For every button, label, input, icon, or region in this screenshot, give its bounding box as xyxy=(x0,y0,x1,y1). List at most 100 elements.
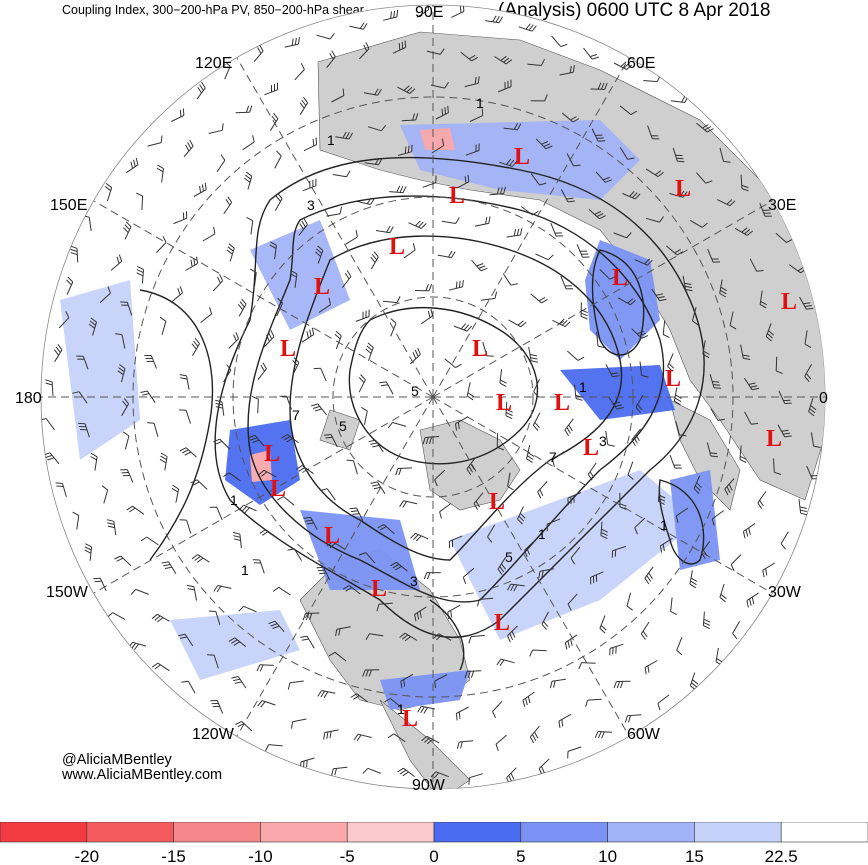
low-marker: L xyxy=(675,176,691,202)
shear-barb-flag xyxy=(373,486,381,490)
shear-barb-flag xyxy=(258,469,265,476)
shear-barb-flag xyxy=(467,392,474,398)
shear-barb-shaft xyxy=(187,680,196,694)
shear-barb-flag xyxy=(676,649,683,656)
shear-barb-flag xyxy=(520,228,523,236)
shear-barb-flag xyxy=(302,613,306,621)
shear-barb-shaft xyxy=(335,136,350,140)
shear-barb-flag xyxy=(72,391,80,394)
shear-barb-flag xyxy=(241,298,247,305)
shear-barb-shaft xyxy=(719,147,724,162)
shear-barb-flag xyxy=(527,452,535,457)
shear-barb-shaft xyxy=(89,546,93,561)
shear-barb-flag xyxy=(419,610,422,618)
shear-barb-shaft xyxy=(466,382,471,397)
shear-barb-flag xyxy=(268,620,276,625)
lon-label-90e: 90E xyxy=(415,4,443,21)
shear-barb-flag xyxy=(335,629,338,637)
shear-barb-flag xyxy=(703,625,710,630)
shear-barb-flag xyxy=(328,297,331,305)
shear-barb-flag xyxy=(710,455,718,458)
shear-barb-shaft xyxy=(289,680,304,684)
shear-barb-shaft xyxy=(644,660,658,668)
shear-barb-flag xyxy=(265,744,270,752)
shear-barb-shaft xyxy=(356,200,371,205)
shear-barb-shaft xyxy=(644,566,654,579)
shear-barb-flag xyxy=(637,404,643,411)
shear-barb-flag xyxy=(390,11,392,19)
shear-barb-flag xyxy=(435,634,442,641)
shear-barb-flag xyxy=(541,298,548,304)
shear-barb-flag xyxy=(302,96,309,104)
shear-barb-flag xyxy=(460,741,463,749)
low-marker: L xyxy=(665,366,681,392)
shear-barb-flag xyxy=(201,184,204,192)
shear-barb-shaft xyxy=(293,548,303,562)
shear-barb-flag xyxy=(194,337,200,344)
shear-barb-flag xyxy=(486,355,494,357)
shear-barb-flag xyxy=(463,324,470,331)
shear-barb-flag xyxy=(720,593,727,599)
shear-barb-flag xyxy=(349,507,357,510)
shear-barb-flag xyxy=(750,385,758,388)
shear-barb-shaft xyxy=(485,20,500,24)
shear-barb-flag xyxy=(509,633,514,641)
shear-barb-shaft xyxy=(274,198,283,212)
shear-barb-flag xyxy=(323,691,329,698)
shear-barb-flag xyxy=(804,375,810,383)
shear-barb-flag xyxy=(283,435,291,441)
shear-barb-shaft xyxy=(301,334,314,343)
shear-barb-shaft xyxy=(804,330,808,345)
shear-barb-flag xyxy=(291,721,294,729)
shear-barb-flag xyxy=(67,276,74,283)
shear-barb-shaft xyxy=(599,615,606,629)
shear-barb-flag xyxy=(739,455,747,460)
shear-barb-flag xyxy=(658,494,666,499)
shear-barb-flag xyxy=(692,679,699,685)
shear-barb-flag xyxy=(323,732,326,740)
shear-barb-shaft xyxy=(284,43,299,48)
shear-barb-flag xyxy=(532,210,539,216)
shear-barb-shaft xyxy=(390,698,402,708)
shear-barb-shaft xyxy=(113,521,117,536)
shear-barb-flag xyxy=(499,659,505,666)
shear-barb-shaft xyxy=(356,693,369,703)
shear-barb-flag xyxy=(116,557,124,562)
shear-barb-shaft xyxy=(798,499,802,514)
shear-barb-shaft xyxy=(146,390,156,403)
shear-barb-flag xyxy=(270,623,278,627)
lon-label-0: 0 xyxy=(819,390,828,407)
shear-barb-shaft xyxy=(330,434,338,448)
shear-barb-flag xyxy=(55,346,61,353)
colorbar-tick-label: -5 xyxy=(340,847,355,865)
shear-barb-flag xyxy=(156,167,164,173)
shear-barb-flag xyxy=(287,548,295,551)
shear-barb-flag xyxy=(800,512,808,516)
shear-barb-flag xyxy=(311,327,315,335)
shear-barb-shaft xyxy=(489,193,504,196)
shear-barb-flag xyxy=(616,681,621,689)
shear-barb-flag xyxy=(396,296,401,303)
shear-barb-shaft xyxy=(268,744,283,747)
shear-barb-shaft xyxy=(567,593,578,605)
shear-barb-shaft xyxy=(564,418,574,431)
shear-barb-shaft xyxy=(385,381,394,395)
shear-barb-shaft xyxy=(673,387,678,402)
contour-label: 1 xyxy=(476,95,484,111)
shear-barb-shaft xyxy=(631,428,641,441)
shear-barb-shaft xyxy=(121,403,130,417)
shear-barb-shaft xyxy=(527,63,542,66)
shear-barb-flag xyxy=(402,186,407,193)
shear-barb-shaft xyxy=(124,226,132,240)
shear-barb-flag xyxy=(123,398,129,405)
shear-barb-flag xyxy=(510,584,515,591)
low-marker: L xyxy=(781,289,797,315)
shear-barb-flag xyxy=(303,760,305,769)
shear-barb-flag xyxy=(365,348,372,354)
shear-barb-flag xyxy=(350,510,358,513)
shear-barb-flag xyxy=(525,698,528,706)
shear-barb-flag xyxy=(570,638,573,647)
shear-barb-shaft xyxy=(808,398,814,412)
shear-barb-shaft xyxy=(538,758,550,769)
